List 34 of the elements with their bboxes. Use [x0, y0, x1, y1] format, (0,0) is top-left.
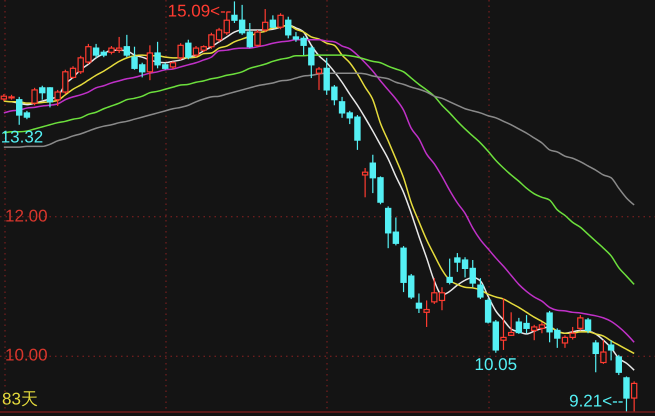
candlestick	[308, 45, 315, 79]
candlestick	[500, 298, 507, 351]
candlestick	[446, 258, 453, 286]
y-tick-label: 10.00	[5, 346, 48, 365]
candlestick	[592, 340, 599, 373]
annotation: 15.09<--	[168, 1, 232, 20]
candlestick	[608, 340, 614, 362]
annotation: 9.21<--	[569, 391, 624, 410]
candlestick	[285, 16, 292, 39]
candlestick	[623, 376, 630, 412]
candlestick	[177, 42, 184, 61]
candlestick	[423, 300, 430, 328]
candlestick	[124, 34, 130, 58]
candlestick	[630, 380, 638, 412]
candlestick	[316, 66, 322, 91]
candlestick	[584, 317, 592, 334]
candlestick	[254, 29, 261, 48]
candlestick	[600, 340, 607, 364]
candlestick	[616, 354, 622, 376]
annotation: 10.05	[474, 355, 518, 374]
candlestick	[577, 314, 584, 332]
candlestick	[508, 312, 514, 337]
candlestick	[416, 292, 422, 314]
candlestick	[262, 8, 268, 33]
annotation: 13.32	[0, 127, 44, 146]
candlestick	[277, 12, 284, 30]
candlestick	[31, 87, 38, 106]
candlestick	[270, 14, 276, 28]
candlestick	[185, 39, 192, 60]
candlestick	[477, 278, 484, 300]
candlestick	[362, 167, 368, 198]
y-tick-label: 12.00	[5, 206, 48, 226]
annotation: 83天	[2, 389, 38, 408]
candlestick	[146, 44, 154, 81]
